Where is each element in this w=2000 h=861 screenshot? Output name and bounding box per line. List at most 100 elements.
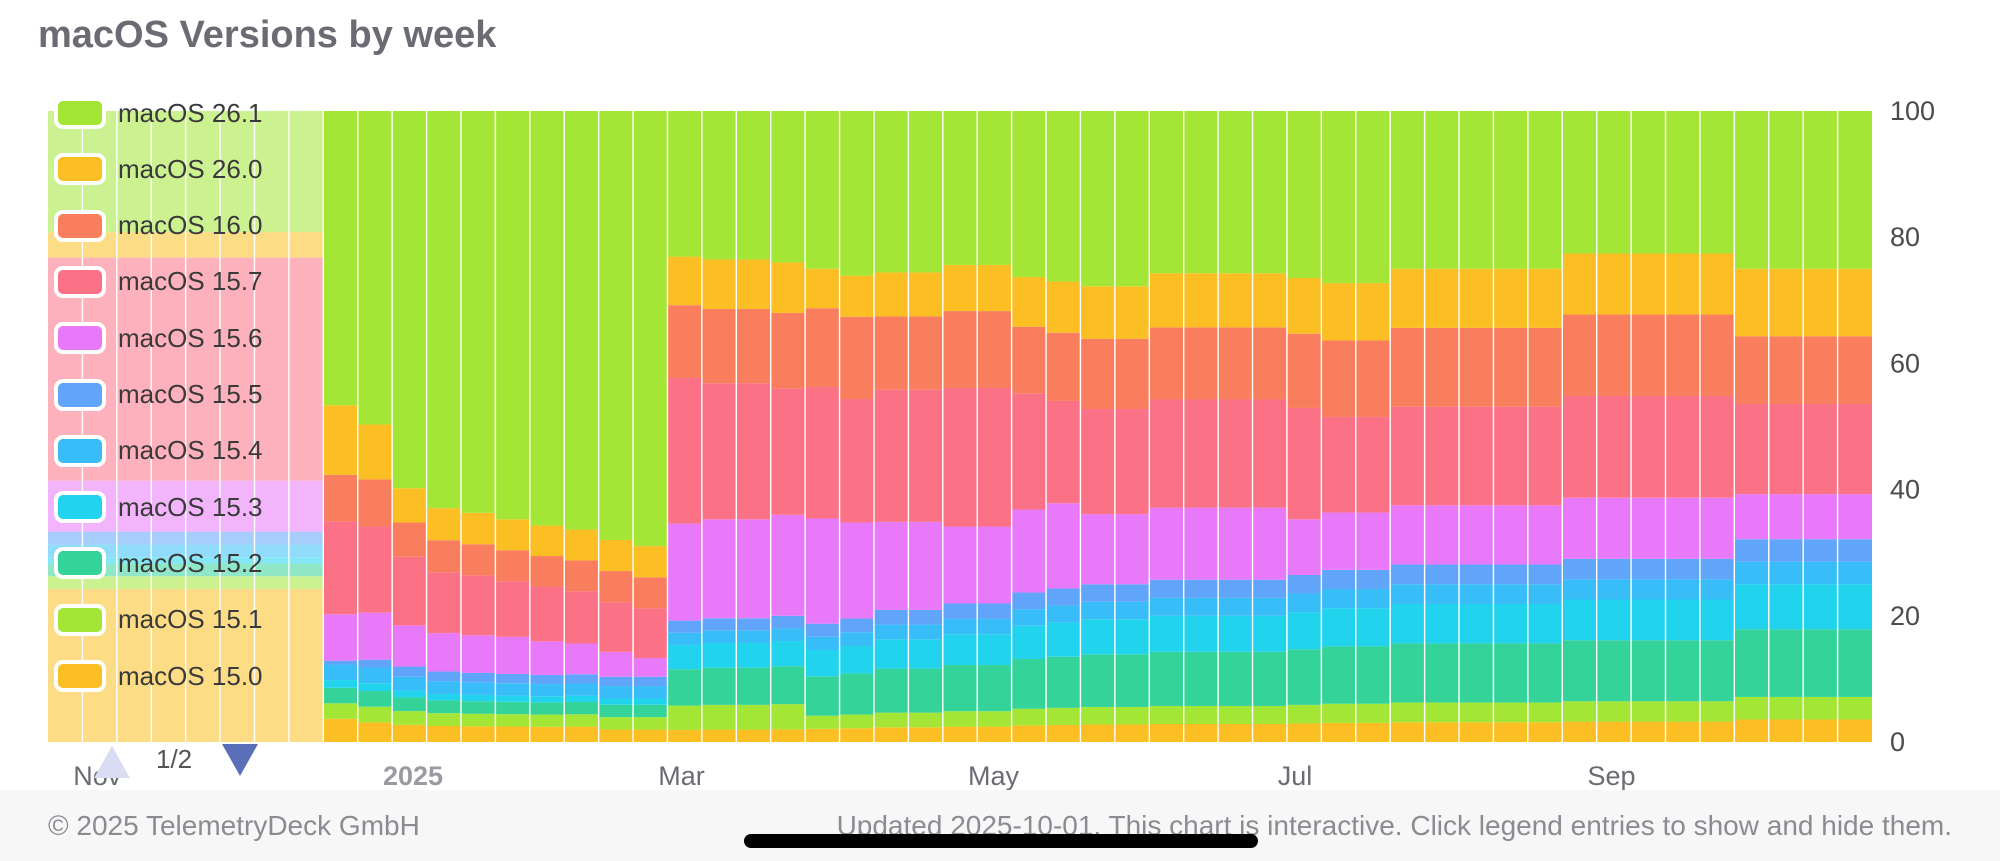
bar-segment-week-5-series-3[interactable] — [220, 557, 255, 564]
bar-segment-week-11-series-0[interactable] — [426, 725, 461, 742]
bar-segment-week-44-series-6[interactable] — [1562, 497, 1597, 559]
bar-segment-week-11-series-6[interactable] — [426, 633, 461, 672]
bar-segment-week-45-series-2[interactable] — [1596, 640, 1632, 702]
bar-segment-week-51-series-10[interactable] — [1803, 111, 1838, 269]
bar-segment-week-38-series-10[interactable] — [1355, 111, 1391, 284]
bar-segment-week-46-series-10[interactable] — [1631, 111, 1666, 254]
bar-segment-week-20-series-7[interactable] — [736, 383, 771, 520]
bar-segment-week-18-series-10[interactable] — [667, 111, 702, 257]
bar-segment-week-30-series-10[interactable] — [1080, 111, 1115, 287]
bar-segment-week-14-series-5[interactable] — [529, 674, 565, 685]
bar-segment-week-14-series-3[interactable] — [529, 696, 565, 703]
bar-segment-week-33-series-2[interactable] — [1183, 651, 1219, 706]
bar-segment-week-22-series-6[interactable] — [805, 518, 840, 624]
bar-segment-week-46-series-7[interactable] — [1631, 395, 1666, 498]
bar-segment-week-42-series-1[interactable] — [1493, 702, 1528, 723]
bar-segment-week-13-series-8[interactable] — [495, 550, 530, 582]
bar-segment-week-38-series-0[interactable] — [1355, 722, 1391, 742]
bar-segment-week-28-series-3[interactable] — [1011, 625, 1047, 659]
bar-segment-week-50-series-0[interactable] — [1768, 719, 1804, 742]
bar-segment-week-25-series-9[interactable] — [908, 272, 943, 317]
bar-segment-week-35-series-10[interactable] — [1252, 111, 1287, 274]
bar-segment-week-50-series-2[interactable] — [1768, 629, 1804, 697]
bar-segment-week-51-series-9[interactable] — [1803, 268, 1838, 337]
bar-segment-week-9-series-9[interactable] — [357, 424, 393, 480]
bar-segment-week-44-series-7[interactable] — [1562, 395, 1597, 498]
bar-segment-week-18-series-9[interactable] — [667, 256, 702, 306]
bar-segment-week-38-series-6[interactable] — [1355, 512, 1391, 570]
bar-segment-week-6-series-5[interactable] — [254, 531, 289, 545]
bar-segment-week-19-series-9[interactable] — [701, 259, 737, 309]
bar-segment-week-24-series-1[interactable] — [873, 712, 909, 728]
bar-segment-week-8-series-3[interactable] — [323, 680, 358, 688]
bar-segment-week-2-series-3[interactable] — [116, 557, 152, 564]
bar-segment-week-10-series-9[interactable] — [392, 488, 427, 523]
bar-segment-week-27-series-3[interactable] — [977, 634, 1012, 666]
bar-segment-week-11-series-4[interactable] — [426, 681, 461, 694]
bar-segment-week-31-series-5[interactable] — [1114, 584, 1150, 602]
bar-segment-week-27-series-9[interactable] — [977, 264, 1012, 312]
bar-segment-week-41-series-8[interactable] — [1459, 327, 1494, 407]
bar-segment-week-29-series-2[interactable] — [1046, 656, 1081, 708]
bar-segment-week-27-series-1[interactable] — [977, 711, 1012, 727]
bar-segment-week-45-series-9[interactable] — [1596, 253, 1632, 315]
bar-segment-week-52-series-1[interactable] — [1837, 696, 1872, 720]
bar-segment-week-44-series-8[interactable] — [1562, 314, 1597, 396]
bar-segment-week-3-series-10[interactable] — [151, 111, 186, 233]
bar-segment-week-44-series-2[interactable] — [1562, 640, 1597, 702]
bar-segment-week-25-series-8[interactable] — [908, 316, 943, 390]
bar-segment-week-50-series-6[interactable] — [1768, 494, 1804, 540]
bar-segment-week-41-series-4[interactable] — [1459, 584, 1494, 604]
bar-segment-week-31-series-7[interactable] — [1114, 408, 1150, 515]
bar-segment-week-6-series-3[interactable] — [254, 557, 289, 564]
bar-segment-week-12-series-3[interactable] — [460, 694, 496, 702]
bar-segment-week-30-series-6[interactable] — [1080, 514, 1115, 585]
bar-segment-week-45-series-3[interactable] — [1596, 599, 1632, 641]
bar-segment-week-39-series-4[interactable] — [1390, 584, 1425, 604]
bar-segment-week-36-series-7[interactable] — [1286, 407, 1322, 520]
bar-segment-week-4-series-7[interactable] — [185, 257, 221, 481]
bar-segment-week-25-series-4[interactable] — [908, 624, 943, 640]
bar-segment-week-17-series-0[interactable] — [633, 729, 668, 742]
bar-segment-week-7-series-5[interactable] — [288, 531, 324, 545]
legend-item-macos-15-3[interactable]: macOS 15.3 — [54, 484, 294, 530]
bar-segment-week-21-series-7[interactable] — [770, 388, 806, 515]
bar-segment-week-36-series-8[interactable] — [1286, 333, 1322, 408]
bar-segment-week-34-series-10[interactable] — [1218, 111, 1253, 274]
bar-segment-week-12-series-7[interactable] — [460, 575, 496, 636]
bar-segment-week-43-series-4[interactable] — [1527, 584, 1563, 604]
bar-segment-week-1-series-5[interactable] — [82, 531, 117, 545]
bar-segment-week-48-series-6[interactable] — [1699, 497, 1735, 559]
bar-segment-week-2-series-1[interactable] — [116, 576, 152, 590]
bar-segment-week-10-series-6[interactable] — [392, 625, 427, 667]
bar-segment-week-3-series-6[interactable] — [151, 480, 186, 532]
bar-segment-week-29-series-1[interactable] — [1046, 707, 1081, 725]
bar-segment-week-31-series-3[interactable] — [1114, 619, 1150, 655]
bar-segment-week-16-series-7[interactable] — [598, 602, 634, 652]
bar-segment-week-9-series-3[interactable] — [357, 683, 393, 692]
bar-segment-week-52-series-0[interactable] — [1837, 719, 1872, 742]
bar-segment-week-5-series-0[interactable] — [220, 589, 255, 742]
bar-segment-week-22-series-4[interactable] — [805, 636, 840, 650]
bar-segment-week-31-series-6[interactable] — [1114, 514, 1150, 585]
bar-segment-week-15-series-9[interactable] — [564, 529, 599, 561]
bar-segment-week-12-series-9[interactable] — [460, 512, 496, 545]
bar-segment-week-40-series-1[interactable] — [1424, 702, 1460, 723]
bar-segment-week-44-series-9[interactable] — [1562, 253, 1597, 315]
bar-segment-week-10-series-0[interactable] — [392, 724, 427, 742]
bar-segment-week-20-series-5[interactable] — [736, 618, 771, 631]
bar-segment-week-45-series-8[interactable] — [1596, 314, 1632, 396]
bar-segment-week-24-series-6[interactable] — [873, 521, 909, 610]
bar-segment-week-3-series-0[interactable] — [151, 589, 186, 742]
bar-segment-week-32-series-3[interactable] — [1149, 615, 1184, 652]
bar-segment-week-4-series-2[interactable] — [185, 563, 221, 577]
bar-segment-week-10-series-2[interactable] — [392, 697, 427, 712]
bar-segment-week-34-series-4[interactable] — [1218, 597, 1253, 616]
bar-segment-week-24-series-0[interactable] — [873, 727, 909, 742]
bar-segment-week-3-series-1[interactable] — [151, 576, 186, 590]
bar-segment-week-31-series-0[interactable] — [1114, 724, 1150, 742]
bar-segment-week-44-series-10[interactable] — [1562, 111, 1597, 254]
bar-segment-week-49-series-10[interactable] — [1734, 111, 1769, 269]
bar-segment-week-6-series-1[interactable] — [254, 576, 289, 590]
bar-segment-week-34-series-3[interactable] — [1218, 615, 1253, 652]
